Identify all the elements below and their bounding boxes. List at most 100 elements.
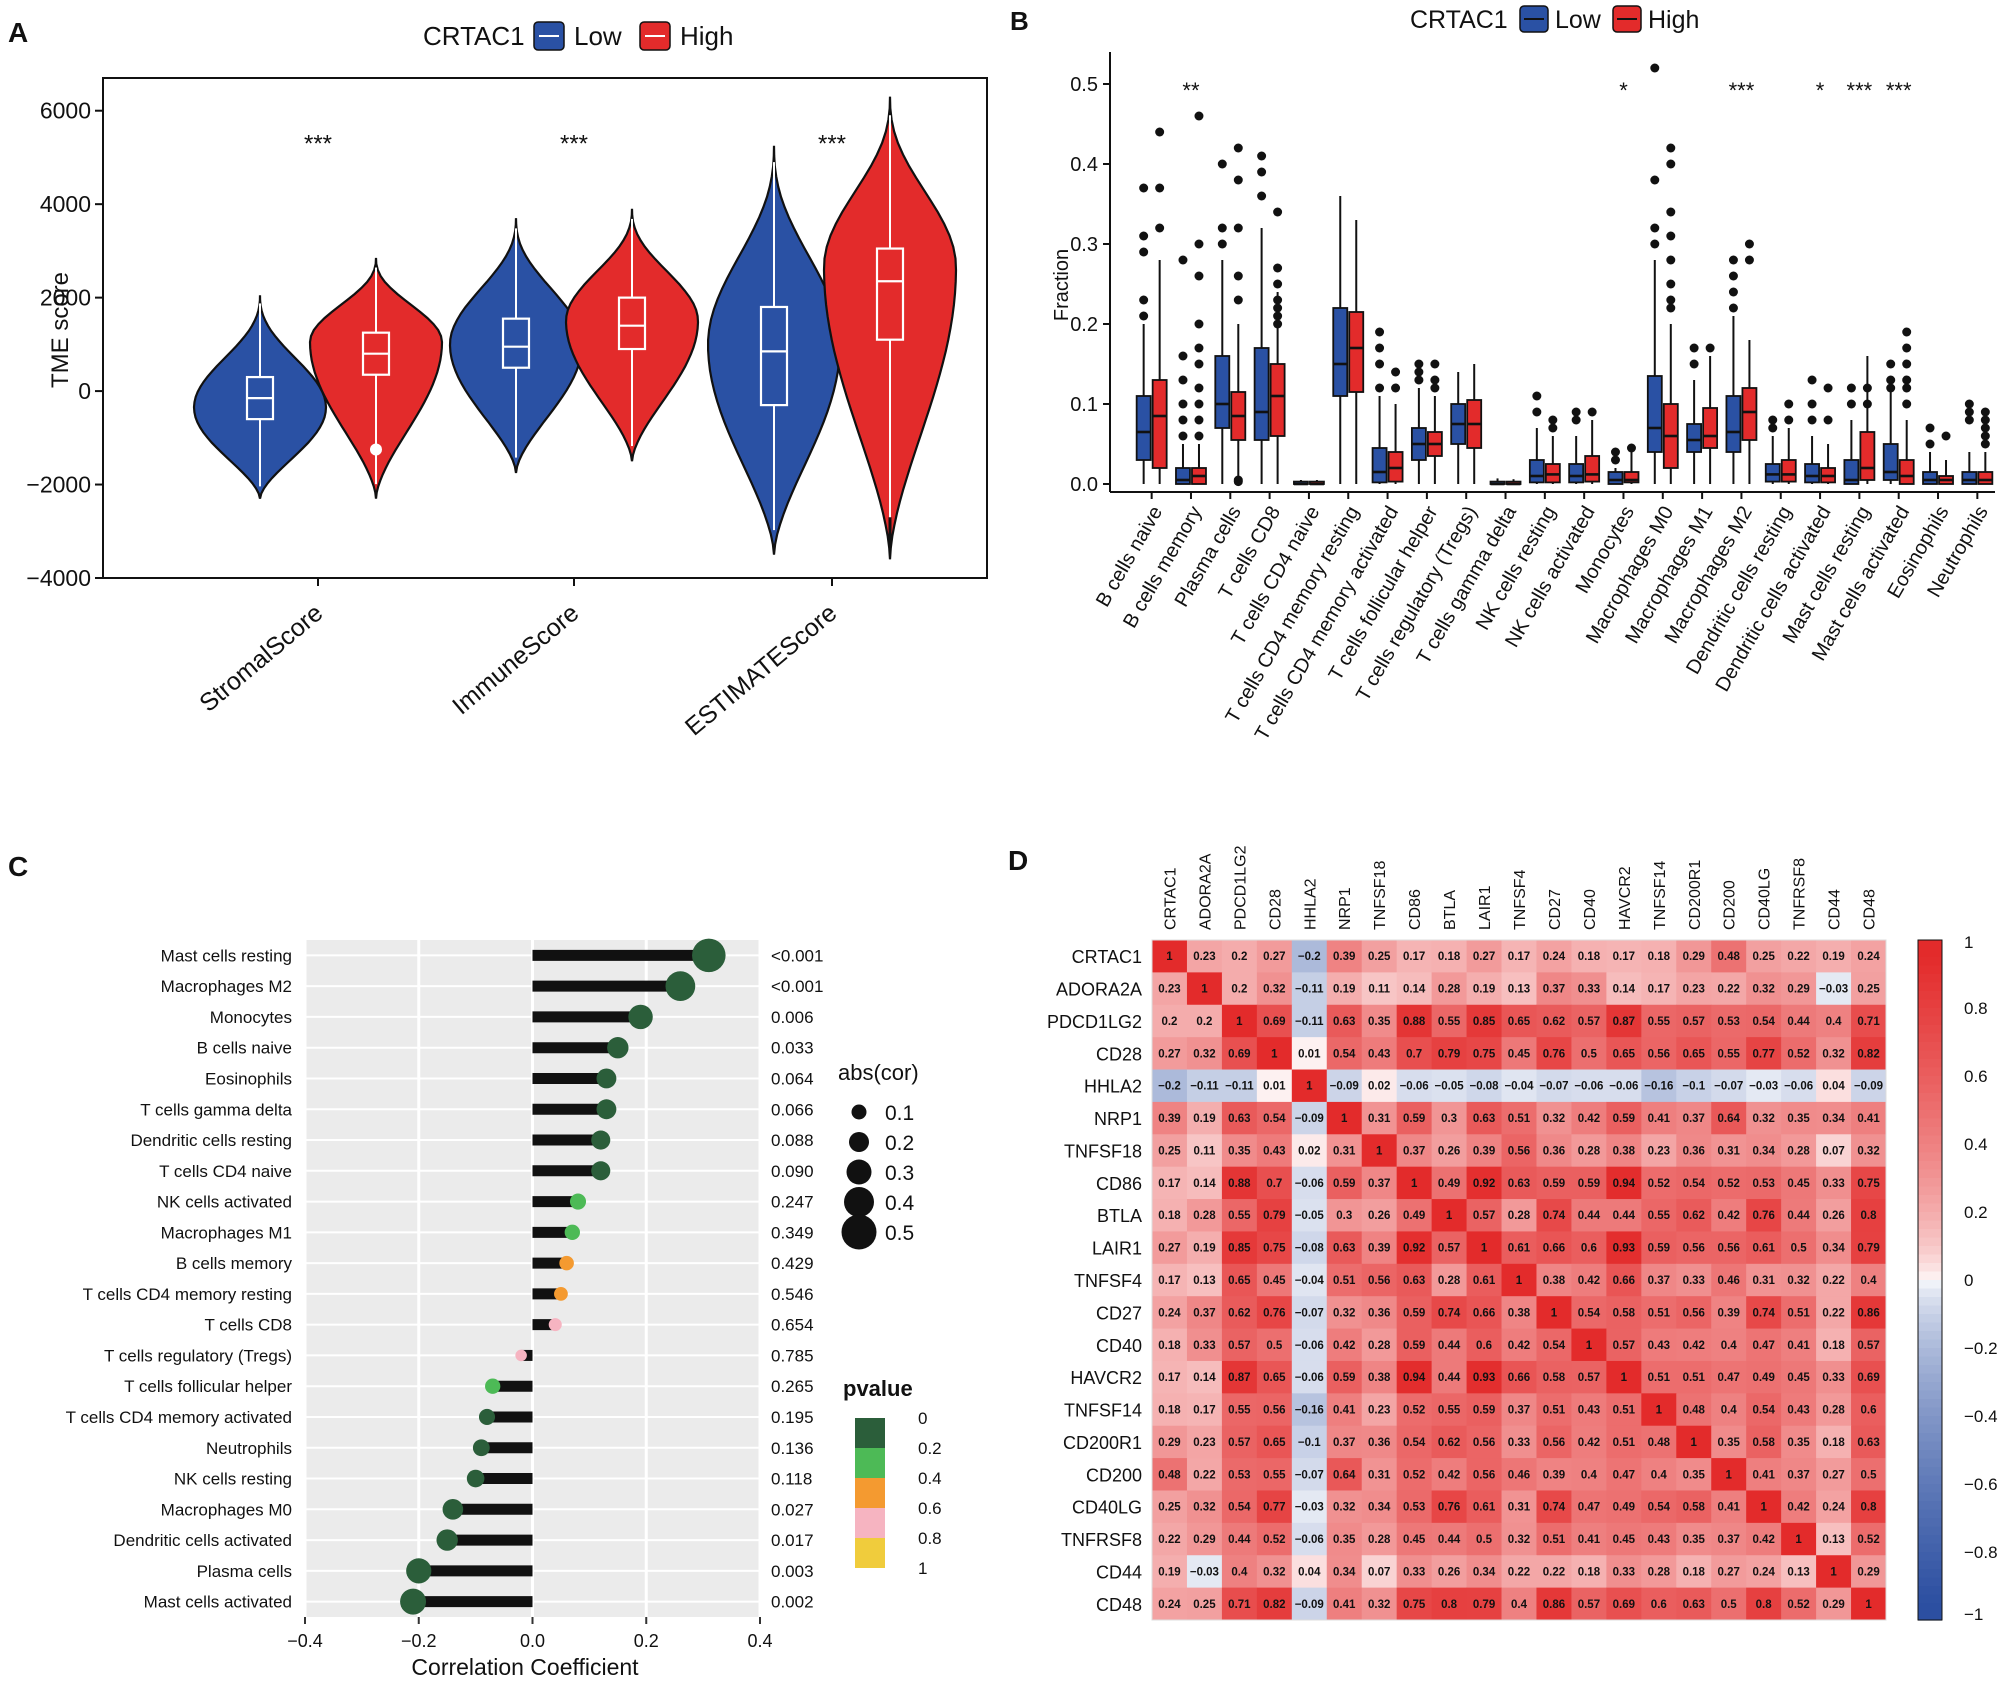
heatmap-cell-value: 0.41 — [1787, 1340, 1810, 1352]
box-outlier — [1689, 343, 1699, 353]
box-outlier — [1375, 343, 1385, 353]
size-legend-dot — [849, 1132, 869, 1152]
heatmap-cell — [1431, 1328, 1468, 1362]
box-outlier — [1768, 423, 1778, 433]
heatmap-cell-value: 0.42 — [1578, 1113, 1600, 1125]
lollipop-dot — [485, 1378, 501, 1394]
heatmap-cell-value: 0.37 — [1508, 1405, 1530, 1417]
heatmap-cell-value: 0.18 — [1822, 1437, 1845, 1449]
heatmap-cell — [1256, 1231, 1293, 1265]
heatmap-cell-value: 0.22 — [1543, 1566, 1565, 1578]
heatmap-cell — [1571, 1393, 1607, 1427]
heatmap-cell — [1711, 1069, 1747, 1103]
heatmap-cell-value: 0.41 — [1578, 1534, 1601, 1546]
heatmap-cell — [1816, 1555, 1852, 1589]
heatmap-cell — [1396, 1393, 1433, 1427]
heatmap-cell — [1536, 1360, 1572, 1394]
heatmap-cell-value: 0.44 — [1438, 1372, 1461, 1384]
heatmap-cell-value: 0.48 — [1683, 1405, 1706, 1417]
heatmap-cell — [1501, 972, 1537, 1006]
heatmap-cell — [1221, 1101, 1258, 1135]
heatmap-cell-value: 0.28 — [1438, 1275, 1461, 1287]
heatmap-cell — [1816, 1231, 1852, 1265]
heatmap-cell — [1851, 1134, 1887, 1168]
heatmap-col-label: CD28 — [1267, 889, 1284, 930]
heatmap-cell-value: 0.28 — [1368, 1534, 1391, 1546]
lollipop-dot — [406, 1558, 432, 1584]
heatmap-cell — [1291, 1458, 1328, 1491]
heatmap-cell-value: 0.56 — [1718, 1243, 1740, 1255]
heatmap-cell — [1186, 1166, 1223, 1200]
box-outlier — [1728, 303, 1738, 313]
box-outlier — [1666, 279, 1676, 289]
heatmap-cell — [1606, 1263, 1642, 1297]
violin-box — [759, 305, 789, 407]
heatmap-cell — [1606, 1166, 1642, 1200]
heatmap-cell-value: 0.22 — [1822, 1275, 1844, 1287]
heatmap-cell — [1781, 1393, 1817, 1427]
heatmap-cell-value: 0.17 — [1193, 1405, 1215, 1417]
box-outlier — [1610, 447, 1620, 457]
panel-a-ylabel: TME score — [47, 272, 74, 388]
heatmap-cell-value: 0.17 — [1158, 1178, 1180, 1190]
heatmap-cell-value: 0.4 — [1721, 1340, 1738, 1352]
heatmap-cell — [1396, 1458, 1433, 1491]
heatmap-cell — [1361, 1199, 1398, 1232]
panel-a-significance: *** — [304, 130, 332, 157]
heatmap-row-label: TNFSF4 — [1074, 1271, 1142, 1291]
panel-c-xlabel: Correlation Coefficient — [411, 1654, 639, 1680]
heatmap-cell-value: 0.42 — [1752, 1534, 1774, 1546]
violin-outlier — [370, 443, 382, 456]
heatmap-cell-value: 0.4 — [1581, 1469, 1598, 1481]
panel-c-label: C — [8, 851, 28, 882]
colorbar-segment — [1918, 1501, 1942, 1511]
panel-b-ytick-label: 0.3 — [1070, 234, 1098, 256]
heatmap-cell-value: 0.43 — [1648, 1534, 1670, 1546]
heatmap-cell — [1711, 1393, 1747, 1427]
heatmap-cell — [1326, 1587, 1363, 1621]
heatmap-cell-value: 0.75 — [1857, 1178, 1880, 1190]
panel-c-category-label: NK cells activated — [157, 1193, 292, 1212]
heatmap-cell — [1571, 1360, 1607, 1394]
box-outlier — [1391, 383, 1401, 393]
heatmap-cell — [1431, 1360, 1468, 1394]
heatmap-cell-value: 0.24 — [1752, 1566, 1775, 1578]
box-outlier — [1784, 399, 1794, 409]
heatmap-cell — [1746, 1296, 1782, 1330]
heatmap-cell — [1152, 1199, 1188, 1232]
heatmap-cell-value: 1 — [1481, 1243, 1488, 1255]
heatmap-cell-value: 0.17 — [1648, 984, 1670, 996]
colorbar-segment — [1918, 1271, 1942, 1281]
panel-a-ytick-label: 4000 — [40, 191, 91, 217]
box-high — [1859, 431, 1876, 481]
heatmap-cell-value: 0.37 — [1718, 1534, 1740, 1546]
heatmap-cell-value: 0.34 — [1822, 1113, 1845, 1125]
panel-b-significance: * — [1816, 78, 1825, 103]
heatmap-cell-value: 0.13 — [1822, 1534, 1844, 1546]
heatmap-cell-value: 0.38 — [1368, 1372, 1391, 1384]
heatmap-cell — [1501, 1069, 1537, 1103]
heatmap-cell — [1291, 1166, 1328, 1200]
colorbar-segment — [1918, 1186, 1942, 1196]
heatmap-cell-value: 0.41 — [1333, 1405, 1356, 1417]
heatmap-cell — [1431, 1555, 1468, 1589]
heatmap-cell — [1781, 1490, 1817, 1524]
panel-c-pvalue-label: 0.654 — [771, 1316, 814, 1335]
heatmap-cell — [1571, 1263, 1607, 1297]
heatmap-cell — [1711, 1166, 1747, 1200]
box-outlier — [1548, 415, 1558, 425]
panel-a-significance: *** — [818, 130, 846, 157]
panel-d-label: D — [1008, 845, 1028, 876]
colorbar-segment — [1918, 1152, 1942, 1162]
heatmap-cell — [1361, 972, 1398, 1006]
heatmap-cell-value: 0.07 — [1822, 1145, 1844, 1157]
heatmap-cell-value: 0.27 — [1263, 951, 1285, 963]
heatmap-cell — [1536, 1166, 1572, 1200]
heatmap-cell-value: 0.2 — [1231, 984, 1247, 996]
heatmap-cell — [1571, 940, 1607, 973]
heatmap-cell-value: 1 — [1411, 1178, 1418, 1190]
panel-c-xtick-label: −0.4 — [287, 1631, 323, 1651]
color-legend-title: pvalue — [843, 1376, 913, 1401]
heatmap-cell-value: 0.82 — [1263, 1599, 1285, 1611]
heatmap-cell — [1676, 1490, 1712, 1524]
